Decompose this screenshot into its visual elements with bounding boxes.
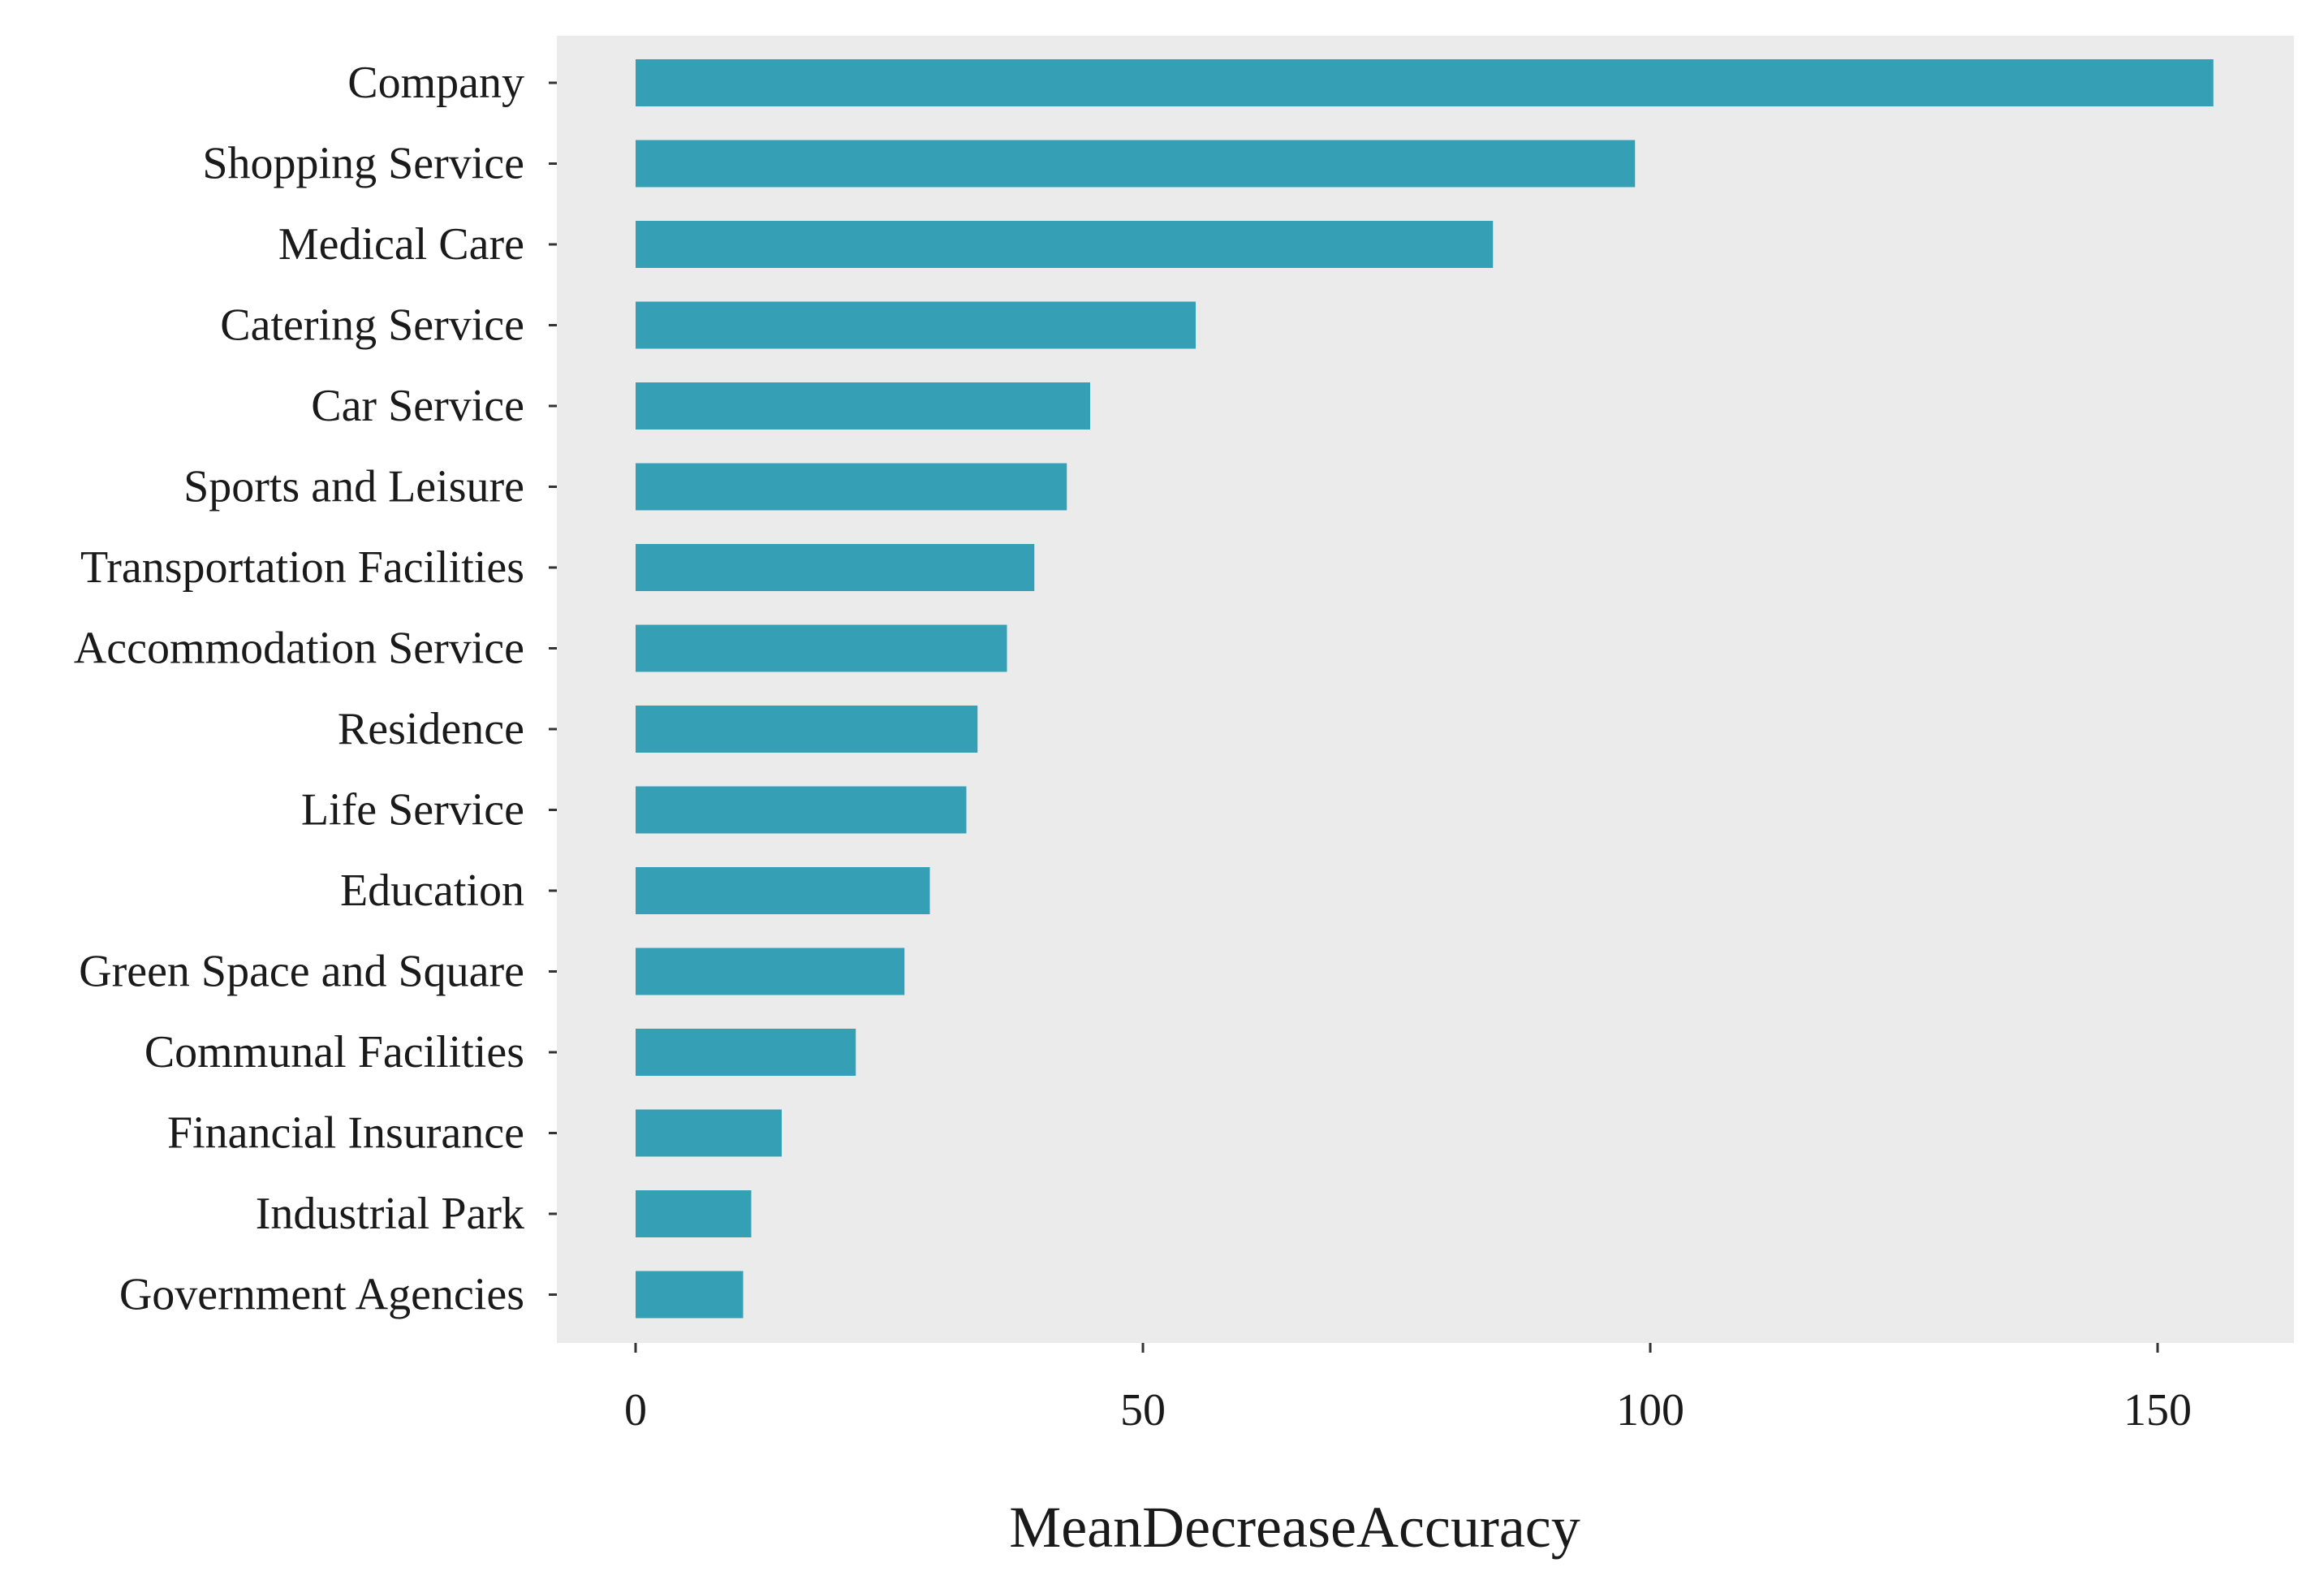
- bar: [636, 867, 930, 914]
- y-tick-label: Accommodation Service: [74, 624, 524, 674]
- x-tick-label: 0: [624, 1385, 647, 1435]
- y-tick-label: Sports and Leisure: [183, 462, 524, 512]
- y-tick-label: Financial Insurance: [167, 1108, 524, 1159]
- bar: [636, 1109, 782, 1157]
- x-axis-title: MeanDecreaseAccuracy: [1009, 1495, 1580, 1560]
- y-tick-label: Industrial Park: [256, 1189, 524, 1239]
- y-tick-label: Education: [340, 866, 524, 916]
- bar: [636, 948, 905, 995]
- y-tick-label: Communal Facilities: [144, 1027, 524, 1077]
- y-tick-label: Residence: [338, 704, 524, 754]
- y-tick-label: Green Space and Square: [79, 947, 524, 997]
- y-tick-label: Transportation Facilities: [80, 542, 524, 593]
- bar: [636, 140, 1636, 188]
- y-tick-label: Government Agencies: [119, 1270, 524, 1320]
- bar: [636, 706, 978, 753]
- x-tick-label: 50: [1120, 1385, 1166, 1435]
- x-tick-label: 100: [1616, 1385, 1684, 1435]
- bars-group: [636, 59, 2214, 1319]
- bar: [636, 1190, 752, 1237]
- y-tick-label: Company: [347, 58, 524, 108]
- bar: [636, 221, 1494, 268]
- x-axis: 0 50 100 150: [624, 1343, 2192, 1435]
- y-tick-label: Shopping Service: [202, 139, 524, 189]
- bar: [636, 301, 1196, 349]
- y-tick-label: Medical Care: [278, 219, 524, 270]
- bar: [636, 382, 1090, 430]
- y-tick-label: Car Service: [311, 381, 524, 431]
- y-tick-label: Catering Service: [220, 300, 524, 351]
- y-tick-label: Life Service: [301, 785, 524, 835]
- bar: [636, 624, 1007, 672]
- x-tick-label: 150: [2124, 1385, 2192, 1435]
- bar: [636, 1029, 856, 1076]
- bar: [636, 786, 967, 834]
- y-axis: Company Shopping Service Medical Care Cater…: [74, 58, 557, 1320]
- bar: [636, 463, 1067, 511]
- bar: [636, 1271, 744, 1319]
- bar: [636, 59, 2214, 106]
- bar: [636, 544, 1035, 591]
